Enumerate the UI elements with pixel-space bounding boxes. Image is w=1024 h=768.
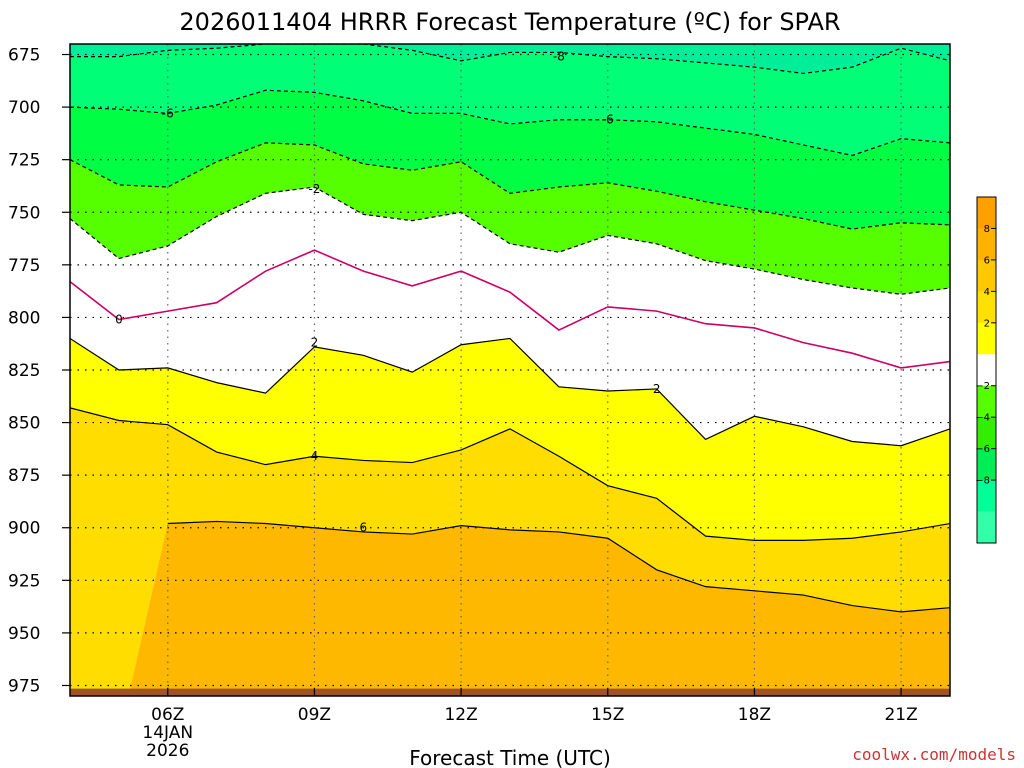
isotherm--6 <box>70 89 950 157</box>
y-tick-label: 975 <box>8 676 40 696</box>
colorbar-swatch <box>977 448 996 481</box>
colorbar-swatch <box>977 480 996 513</box>
terrain-layer <box>70 688 950 696</box>
y-tick-label: 875 <box>8 466 40 486</box>
contour-label: -6 <box>602 113 614 127</box>
x-year-label: 2026 <box>146 741 189 761</box>
colorbar-frame <box>976 196 997 544</box>
y-tick-label: 800 <box>8 308 40 328</box>
colorbar-swatch <box>977 197 996 229</box>
isotherm-4 <box>70 407 950 541</box>
isotherm-2 <box>70 337 950 447</box>
colorbar-tick-label: −8 <box>975 476 990 487</box>
colorbar-swatch <box>977 385 996 418</box>
fill-band-t_2_4 <box>70 338 950 541</box>
fill-band-t_6_8 <box>128 521 950 696</box>
colorbar-swatch <box>977 354 996 387</box>
contour-label: 4 <box>311 449 319 463</box>
contour-lines <box>70 44 950 613</box>
y-tick-label: 925 <box>8 571 40 591</box>
colorbar-swatch <box>977 417 996 450</box>
y-tick-label: 950 <box>8 624 40 644</box>
fill-band-t_-8_-6 <box>70 44 950 156</box>
colorbar-swatch <box>977 322 996 355</box>
colorbar-tick-label: 6 <box>984 255 990 266</box>
credit-text: coolwx.com/models <box>852 745 1016 764</box>
isotherm--8 <box>70 44 950 75</box>
isotherm-0 <box>70 249 950 369</box>
x-tick-label: 09Z <box>298 705 331 725</box>
contour-label: -2 <box>308 182 320 196</box>
x-tick-label: 18Z <box>738 705 771 725</box>
y-tick-label: 900 <box>8 519 40 539</box>
x-tick-label: 06Z <box>151 705 184 725</box>
fill-band-t_-4_-2 <box>70 142 950 295</box>
contour-label: 2 <box>653 382 661 396</box>
x-axis-label: Forecast Time (UTC) <box>409 746 611 768</box>
y-tick-label: 750 <box>8 203 40 223</box>
fill-band-t_4_6 <box>70 407 950 696</box>
colorbar-tick-label: 8 <box>984 224 990 235</box>
isotherm--4 <box>70 142 950 230</box>
colorbar-tick-label: 2 <box>984 318 990 329</box>
colorbar-swatch <box>977 291 996 324</box>
colorbar-tick-label: −6 <box>975 444 990 455</box>
y-tick-label: 825 <box>8 361 40 381</box>
isotherm--2 <box>70 186 950 295</box>
y-tick-label: 850 <box>8 414 40 434</box>
colorbar-swatch <box>977 511 996 544</box>
x-tick-label: 21Z <box>884 705 917 725</box>
fill-band-t_-6_-4 <box>70 90 950 230</box>
isotherm-6 <box>167 520 950 613</box>
colorbar-swatch <box>977 259 996 292</box>
fill-band-t_below_-8 <box>70 44 950 74</box>
terrain-strip <box>70 688 950 696</box>
colorbar-tick-label: 4 <box>984 287 990 298</box>
contour-label: -6 <box>162 106 174 120</box>
y-tick-label: 700 <box>8 98 40 118</box>
colorbar-tick-label: −4 <box>975 413 990 424</box>
contour-labels: -8 -6 -6 -2 0 2 2 4 6 <box>115 50 660 535</box>
y-axis: 675 700 725 750 775 800 825 850 875 900 925 950 975 <box>8 46 70 696</box>
x-tick-label: 15Z <box>591 705 624 725</box>
y-tick-label: 725 <box>8 151 40 171</box>
y-tick-label: 775 <box>8 256 40 276</box>
colorbar: 8 6 4 2 −2 −4 −6 −8 <box>975 196 997 544</box>
contour-label: 0 <box>115 313 123 327</box>
grid-lines <box>70 44 950 696</box>
temperature-fill-layer <box>70 44 950 696</box>
x-date-label: 14JAN <box>142 723 193 743</box>
fill-band-t_-2_2 <box>70 187 950 446</box>
contour-label: -8 <box>553 50 565 64</box>
contour-label: 6 <box>360 521 368 535</box>
contour-label: 2 <box>311 336 319 350</box>
x-tick-label: 12Z <box>444 705 477 725</box>
y-tick-label: 675 <box>8 46 40 66</box>
chart-title: 2026011404 HRRR Forecast Temperature (ºC… <box>179 8 840 36</box>
colorbar-tick-label: −2 <box>975 381 990 392</box>
colorbar-swatch <box>977 228 996 261</box>
